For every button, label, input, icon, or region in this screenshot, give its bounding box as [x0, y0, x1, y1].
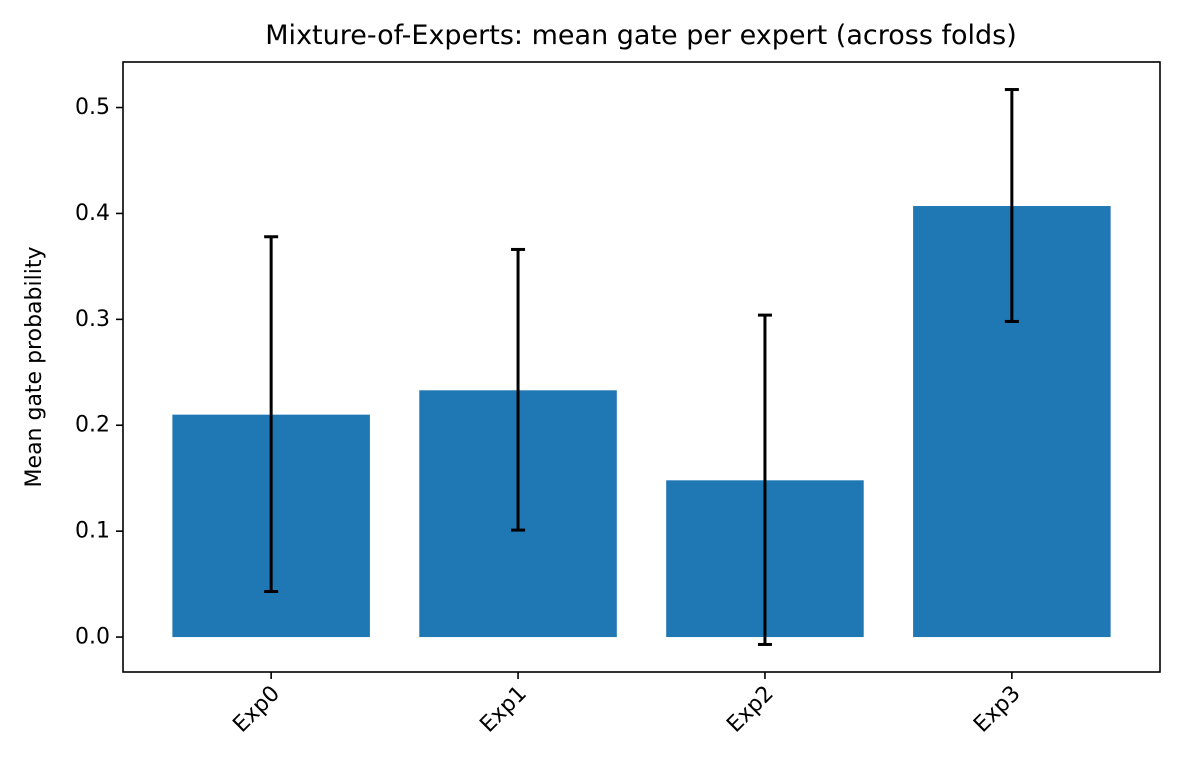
plot-frame — [122, 61, 1161, 673]
y-axis: 0.0 0.1 0.2 0.3 0.4 0.5 — [75, 95, 123, 650]
chart-title: Mixture-of-Experts: mean gate per expert… — [265, 20, 1016, 51]
errorbar-exp3 — [1004, 88, 1019, 323]
y-axis-label: Mean gate probability — [22, 247, 47, 488]
y-tick-label: 0.4 — [75, 201, 110, 226]
y-tick-label: 0.2 — [75, 413, 110, 438]
errorbars-layer — [264, 88, 1019, 646]
errorbar-exp1 — [511, 247, 526, 532]
y-tick-label: 0.1 — [75, 519, 110, 544]
y-tick-label: 0.3 — [75, 307, 110, 332]
y-tick-label: 0.5 — [75, 95, 110, 120]
errorbar-exp0 — [264, 235, 279, 594]
errorbar-exp2 — [757, 313, 772, 646]
y-tick-label: 0.0 — [75, 625, 110, 650]
